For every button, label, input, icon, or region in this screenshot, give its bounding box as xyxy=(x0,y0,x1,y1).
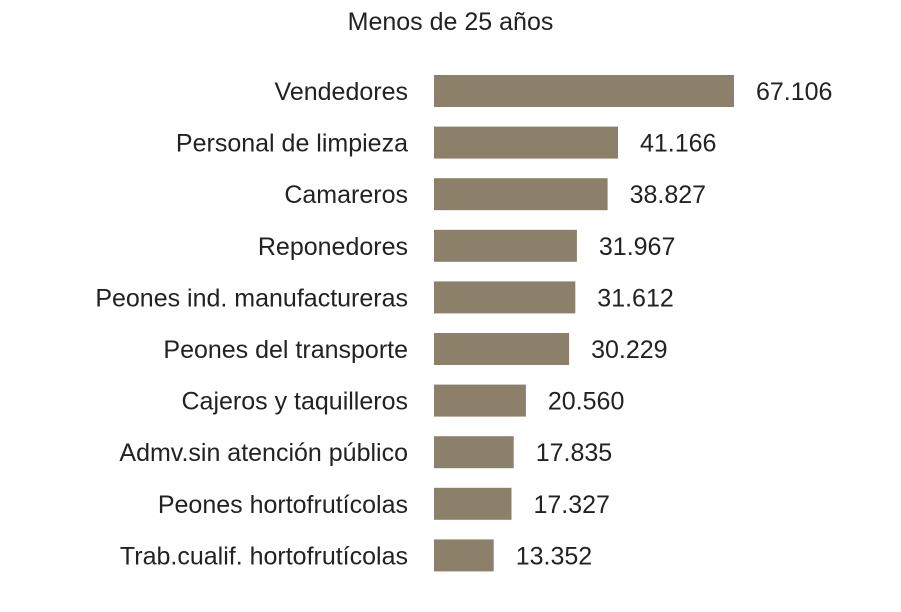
bar xyxy=(434,178,608,210)
value-label: 67.106 xyxy=(756,78,832,106)
category-labels: Vendedores Personal de limpieza Camareros R… xyxy=(95,78,408,570)
category-label: Personal de limpieza xyxy=(176,130,408,158)
value-label: 20.560 xyxy=(548,388,624,416)
bar xyxy=(434,488,512,520)
value-label: 13.352 xyxy=(516,542,592,570)
value-label: 17.835 xyxy=(536,439,612,467)
category-label: Peones del transporte xyxy=(163,336,408,364)
bar xyxy=(434,539,494,571)
bar xyxy=(434,333,569,365)
bar xyxy=(434,230,577,262)
bar xyxy=(434,127,618,159)
category-label: Reponedores xyxy=(258,233,408,261)
category-label: Cajeros y taquilleros xyxy=(182,388,409,416)
value-label: 31.612 xyxy=(597,284,673,312)
bar xyxy=(434,281,575,313)
value-label: 31.967 xyxy=(599,233,675,261)
bar xyxy=(434,385,526,417)
value-label: 41.166 xyxy=(640,130,716,158)
category-label: Admv.sin atención público xyxy=(119,439,408,467)
category-label: Camareros xyxy=(284,181,408,209)
category-label: Trab.cualif. hortofrutícolas xyxy=(120,542,408,570)
bar xyxy=(434,75,734,107)
category-label: Peones hortofrutícolas xyxy=(158,491,408,519)
bar xyxy=(434,436,514,468)
value-label: 38.827 xyxy=(630,181,706,209)
category-label: Vendedores xyxy=(275,78,408,106)
value-label: 17.327 xyxy=(534,491,610,519)
value-label: 30.229 xyxy=(591,336,667,364)
category-label: Peones ind. manufactureras xyxy=(95,284,408,312)
